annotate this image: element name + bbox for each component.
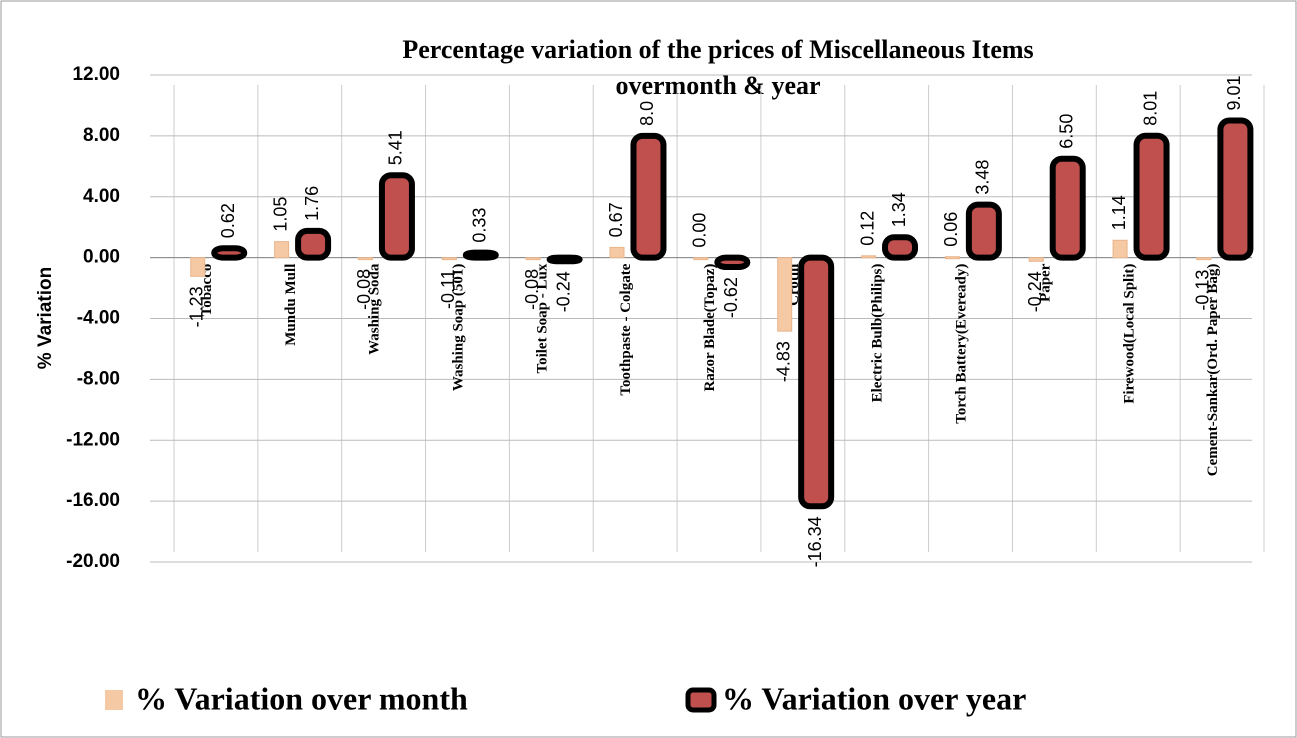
bar [714,254,751,271]
value-label: -4.83 [773,341,793,382]
bar [1217,117,1254,261]
value-label: 1.76 [302,186,322,221]
x-tick-label: Firewood(Local Split) [1121,264,1137,404]
x-tick-label: Torch Battery(Eveready) [954,264,970,424]
y-tick-label: 8.00 [83,125,120,146]
value-label: -0.11 [438,269,458,309]
bar [882,234,919,261]
value-label: 0.06 [941,212,961,247]
bar [944,256,960,260]
bar [1196,257,1212,261]
y-tick-label: 4.00 [83,186,120,207]
y-tick-label: 0.00 [83,247,120,268]
bar [525,257,541,261]
x-tick-label: Paper [1037,263,1053,302]
y-tick-label: -16.00 [66,490,120,511]
value-label: -1.23 [187,286,207,327]
bar [609,246,625,259]
x-tick-label: Washing Soda [367,263,383,355]
bar [295,227,332,261]
y-tick-label: 12.00 [72,64,120,85]
chart-title: Percentage variation of the prices of Mi… [402,35,1033,100]
bar [357,257,373,261]
legend-swatch [105,690,123,710]
y-tick-label: -12.00 [66,429,120,450]
value-label: 9.01 [1224,75,1244,110]
x-tick-label: Toilet Soap - Lux [534,263,550,373]
bar [462,249,499,261]
value-label: 6.50 [1056,114,1076,149]
bar [546,254,583,265]
value-label: 3.48 [973,160,993,195]
x-tick-label: Electric Bulb(Philips) [870,264,886,403]
value-label: 8.01 [1140,91,1160,126]
value-label: -0.08 [354,269,374,310]
value-label: -0.62 [721,277,741,318]
y-axis-label: % Variation [35,267,56,369]
bar [798,254,835,510]
value-label: 0.62 [218,203,238,238]
y-tick-label: -20.00 [66,551,120,572]
bar [777,257,793,332]
bar [190,257,206,277]
bar [1112,239,1128,259]
value-label: 5.41 [386,130,406,165]
bar [1049,155,1086,261]
value-label: 1.14 [1109,195,1129,230]
bar [861,255,877,259]
bar [274,241,290,259]
value-label: -0.08 [522,269,542,310]
bar [1133,132,1170,261]
value-label: 1.34 [889,192,909,227]
y-tick-label: -4.00 [77,308,120,329]
x-tick-label: Mundu Mull [283,264,299,346]
x-tick-label: Toothpaste - Colgate [618,263,634,395]
value-label: -16.34 [805,516,825,567]
value-label: -0.24 [553,271,573,312]
value-label: 0.67 [606,202,626,237]
x-tick-label: Cement-Sankar(Ord. Paper Bag) [1205,264,1221,477]
value-label: 1.05 [270,197,290,232]
y-tick-label: -8.00 [77,368,120,389]
value-label: 0.33 [470,208,490,243]
value-label: 0.12 [857,211,877,246]
bar [441,257,457,261]
value-label: 0.00 [690,213,710,248]
bar [378,172,415,261]
bar [965,201,1002,261]
bar [693,257,709,261]
legend-swatch [685,687,717,713]
legend-label: % Variation over month [135,680,468,716]
value-label: -0.24 [1025,271,1045,312]
bar [630,132,667,261]
bar [1028,257,1044,262]
x-tick-label: Razor Blade(Topaz) [702,264,718,392]
value-label: -0.13 [1193,270,1213,311]
x-tick-label: Washing Soap (501) [451,264,467,392]
legend-label: % Variation over year [722,680,1026,716]
value-label: 8.0 [637,101,657,126]
bar [211,245,248,261]
